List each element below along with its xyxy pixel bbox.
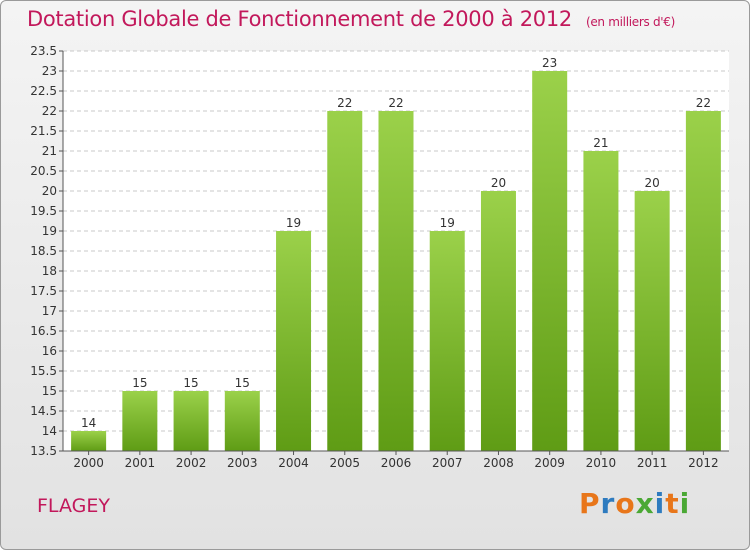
- bar-2012: [685, 111, 721, 451]
- x-tick-label: 2006: [381, 456, 412, 470]
- y-tick-label: 13.5: [30, 444, 57, 458]
- y-tick-label: 23: [42, 64, 57, 78]
- logo-letter: r: [600, 487, 616, 520]
- x-tick-label: 2010: [586, 456, 617, 470]
- bar-value-label: 19: [286, 216, 301, 230]
- y-tick-label: 18: [42, 264, 57, 278]
- y-tick-label: 15.5: [30, 364, 57, 378]
- bar-2002: [173, 391, 209, 451]
- bar-value-label: 15: [183, 376, 198, 390]
- y-tick-label: 22.5: [30, 84, 57, 98]
- bar-2004: [276, 231, 312, 451]
- x-tick-label: 2001: [125, 456, 156, 470]
- y-tick-label: 17.5: [30, 284, 57, 298]
- x-axis-labels: 2000 2001 2002 2003 2004 2005 2006 2007 2008 2009…: [73, 451, 719, 470]
- logo-letter: P: [579, 487, 601, 520]
- bar-value-label: 23: [542, 56, 557, 70]
- y-tick-label: 20.5: [30, 164, 57, 178]
- bar-value-label: 20: [645, 176, 660, 190]
- bar-2011: [634, 191, 670, 451]
- bar-value-label: 15: [132, 376, 147, 390]
- bar-value-label: 15: [235, 376, 250, 390]
- y-tick-label: 16.5: [30, 324, 57, 338]
- commune-name: FLAGEY: [37, 495, 110, 517]
- bar-2003: [224, 391, 260, 451]
- bar-2005: [327, 111, 363, 451]
- title-text: Dotation Globale de Fonctionnement de 20…: [27, 7, 572, 31]
- bar-value-label: 20: [491, 176, 506, 190]
- bar-2006: [378, 111, 414, 451]
- bar-2007: [429, 231, 465, 451]
- bar-value-label: 14: [81, 416, 96, 430]
- bar-value-label: 22: [337, 96, 352, 110]
- bars: 14 15 15 15 19 22 22 19 20 23 21 20 22: [71, 56, 721, 451]
- y-axis-labels: 13.5 14 14.5 15 15.5 16 16.5 17 17.5 18 18.5 19 19.5…: [30, 44, 57, 458]
- y-tick-label: 16: [42, 344, 57, 358]
- logo-letter: x: [635, 487, 655, 520]
- x-tick-label: 2012: [688, 456, 719, 470]
- x-tick-label: 2011: [637, 456, 668, 470]
- chart-subtitle: (en milliers d'€): [585, 15, 675, 29]
- logo-letter: o: [615, 487, 636, 520]
- logo-letter: i: [654, 487, 666, 520]
- proxiti-logo: Proxiti: [579, 487, 690, 520]
- y-tick-label: 21: [42, 144, 57, 158]
- x-tick-label: 2000: [73, 456, 104, 470]
- y-tick-label: 14: [42, 424, 57, 438]
- y-tick-label: 14.5: [30, 404, 57, 418]
- x-tick-label: 2002: [176, 456, 207, 470]
- bar-2000: [71, 431, 107, 451]
- logo-letter: i: [679, 487, 691, 520]
- bar-2008: [480, 191, 516, 451]
- bar-value-label: 22: [388, 96, 403, 110]
- x-tick-label: 2007: [432, 456, 463, 470]
- x-tick-label: 2005: [329, 456, 360, 470]
- y-tick-label: 20: [42, 184, 57, 198]
- y-tick-label: 19.5: [30, 204, 57, 218]
- bar-2009: [532, 71, 568, 451]
- y-tick-label: 19: [42, 224, 57, 238]
- y-tick-label: 21.5: [30, 124, 57, 138]
- bar-2010: [583, 151, 619, 451]
- y-tick-label: 17: [42, 304, 57, 318]
- y-tick-label: 15: [42, 384, 57, 398]
- x-tick-label: 2009: [534, 456, 565, 470]
- bar-value-label: 19: [440, 216, 455, 230]
- x-tick-label: 2008: [483, 456, 514, 470]
- y-tick-label: 18.5: [30, 244, 57, 258]
- chart-title: Dotation Globale de Fonctionnement de 20…: [27, 7, 675, 31]
- x-tick-label: 2003: [227, 456, 258, 470]
- bar-value-label: 21: [593, 136, 608, 150]
- y-tick-label: 22: [42, 104, 57, 118]
- x-tick-label: 2004: [278, 456, 309, 470]
- y-tick-label: 23.5: [30, 44, 57, 58]
- bar-value-label: 22: [696, 96, 711, 110]
- logo-letter: t: [665, 487, 680, 520]
- bar-2001: [122, 391, 158, 451]
